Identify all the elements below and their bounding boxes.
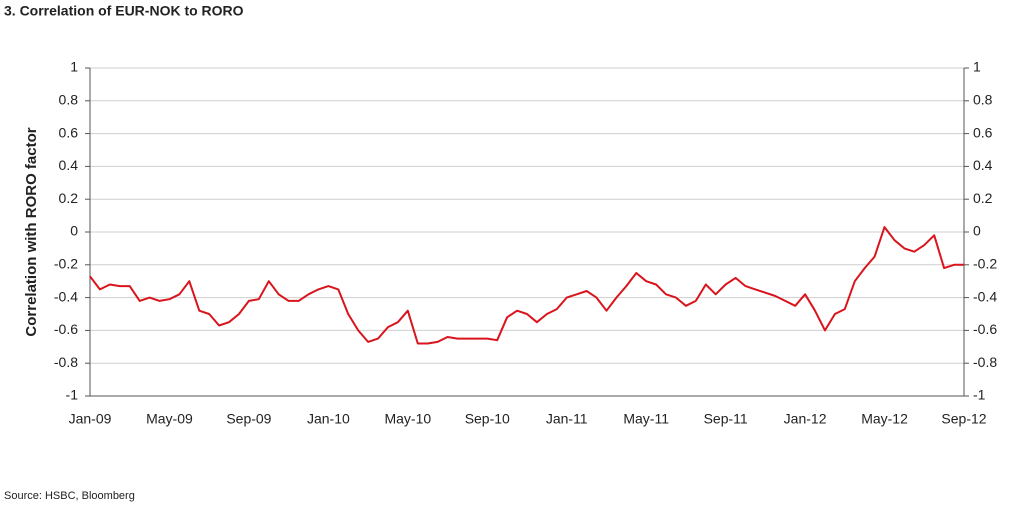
- y-axis-label: Correlation with RORO factor: [23, 127, 40, 336]
- x-tick-label: Sep-11: [704, 411, 748, 427]
- y2-tick-label: -0.2: [973, 256, 997, 272]
- y-tick-label: -0.2: [54, 256, 78, 272]
- x-tick-label: May-10: [384, 411, 431, 427]
- x-tick-label: Jan-10: [307, 411, 350, 427]
- y-tick-label: 0.6: [59, 124, 79, 140]
- x-tick-label: Jan-12: [784, 411, 827, 427]
- y-tick-label: -0.6: [54, 321, 78, 337]
- y-tick-label: -0.8: [54, 354, 78, 370]
- x-tick-label: Jan-11: [546, 411, 588, 427]
- y-tick-label: 0: [70, 223, 78, 239]
- x-tick-label: May-11: [623, 411, 669, 427]
- y2-tick-label: -0.8: [973, 354, 997, 370]
- y2-tick-label: 0.2: [973, 190, 993, 206]
- y2-tick-label: -0.4: [973, 288, 997, 304]
- x-tick-label: Sep-10: [465, 411, 510, 427]
- y2-tick-label: 0.4: [973, 157, 993, 173]
- y2-tick-label: 0.8: [973, 92, 993, 108]
- x-tick-label: Sep-09: [226, 411, 271, 427]
- y2-tick-label: -0.6: [973, 321, 997, 337]
- x-tick-label: May-09: [146, 411, 193, 427]
- y2-tick-label: 0.6: [973, 124, 993, 140]
- x-tick-label: Jan-09: [69, 411, 112, 427]
- y-tick-label: 0.8: [59, 92, 79, 108]
- y2-tick-label: 1: [973, 59, 981, 75]
- x-tick-label: Sep-12: [941, 411, 986, 427]
- x-tick-label: May-12: [861, 411, 908, 427]
- series-line: [89, 226, 964, 345]
- chart-title: 3. Correlation of EUR-NOK to RORO: [4, 3, 244, 19]
- y-tick-label: 0.4: [59, 157, 79, 173]
- y-tick-label: 0.2: [59, 190, 79, 206]
- y-tick-label: -1: [66, 387, 79, 403]
- y-tick-label: 1: [70, 59, 78, 75]
- y2-tick-label: 0: [973, 223, 981, 239]
- y2-tick-label: -1: [973, 387, 986, 403]
- y-tick-label: -0.4: [54, 288, 78, 304]
- source: Source: HSBC, Bloomberg: [4, 490, 135, 502]
